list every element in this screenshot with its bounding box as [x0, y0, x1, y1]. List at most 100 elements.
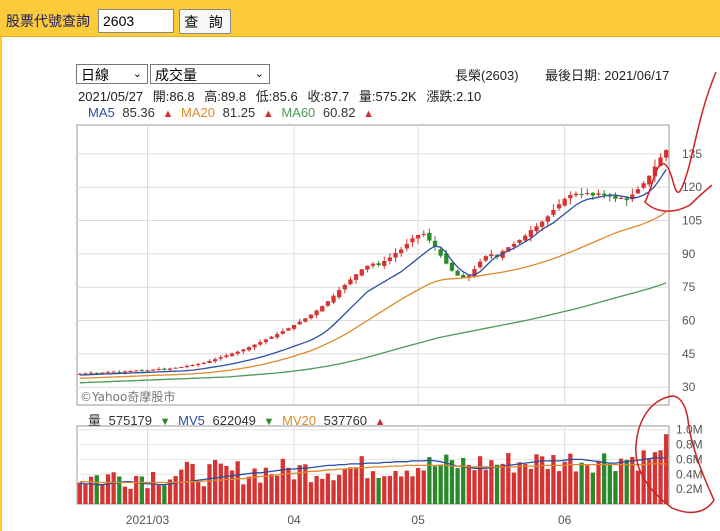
volume-bar	[111, 472, 116, 504]
volume-bar	[196, 482, 201, 504]
stock-code-input[interactable]	[98, 9, 174, 33]
candle-body	[308, 314, 314, 319]
candle-body	[258, 342, 263, 345]
candle-body	[635, 189, 641, 194]
up-triangle-icon: ▲	[363, 108, 374, 120]
volume-bar	[314, 475, 319, 504]
candle-body	[596, 193, 601, 195]
volume-bar	[269, 474, 274, 504]
candle-body	[105, 372, 111, 374]
candle-body	[432, 240, 438, 247]
volume-bar	[308, 482, 314, 504]
candle-body	[511, 243, 517, 247]
candle-body	[337, 290, 342, 298]
candle-body	[286, 328, 291, 331]
volume-bar	[229, 470, 235, 504]
indicator-select[interactable]: 成交量 ⌄	[150, 64, 270, 84]
candle-body	[652, 166, 658, 177]
candle-body	[562, 198, 567, 206]
volume-bar	[590, 472, 596, 504]
volume-bar	[331, 480, 336, 504]
period-select-value: 日線	[81, 68, 109, 84]
quote-open: 開:86.8	[152, 89, 195, 104]
candle-body	[179, 367, 184, 368]
candle-body	[235, 351, 240, 354]
volume-bar	[190, 463, 195, 504]
candle-body	[156, 369, 161, 371]
volume-bar	[399, 476, 404, 504]
mv20-value: 537760	[323, 413, 368, 428]
volume-bar	[94, 475, 99, 504]
candle-body	[444, 253, 449, 264]
volume-bar	[551, 455, 556, 504]
volume-bar	[128, 488, 133, 504]
candle-body	[641, 183, 646, 188]
candle-body	[190, 365, 195, 366]
candle-body	[88, 372, 94, 374]
volume-bar	[511, 472, 517, 504]
ma60-label: MA60	[281, 105, 316, 120]
candle-body	[523, 235, 528, 241]
ma20-line	[79, 211, 667, 379]
candle-body	[224, 355, 229, 357]
quote-date: 2021/05/27	[78, 89, 144, 104]
volume-bar	[212, 460, 218, 504]
volume-bar	[647, 459, 652, 504]
candle-body	[455, 270, 460, 276]
up-triangle-icon: ▲	[374, 416, 386, 428]
annotation-circle	[635, 395, 715, 514]
candle-body	[201, 362, 206, 364]
chevron-down-icon: ⌄	[132, 67, 142, 80]
chevron-down-icon: ⌄	[254, 67, 264, 80]
volume-bar	[359, 456, 364, 504]
volume-bar	[415, 468, 421, 504]
candle-body	[263, 339, 269, 343]
annotation-stroke	[644, 71, 717, 212]
volume-tick-label: 0.2M	[676, 482, 703, 496]
volume-bar	[286, 467, 291, 504]
volume-bar	[573, 471, 579, 504]
ma5-label: MA5	[88, 105, 115, 120]
volume-bar	[320, 478, 325, 504]
candle-body	[573, 193, 579, 196]
volume-bar	[297, 465, 302, 504]
volume-bar	[556, 471, 562, 504]
candle-body	[252, 344, 257, 348]
volume-bar	[421, 470, 426, 504]
candle-body	[275, 334, 280, 338]
candle-body	[145, 370, 150, 372]
candle-body	[353, 274, 359, 280]
volume-legend: 量 575179 ▼ MV5 622049 ▼ MV20 537760 ▲	[88, 410, 390, 429]
candle-body	[376, 263, 381, 265]
candle-body	[613, 195, 618, 199]
candle-body	[291, 325, 297, 329]
ma60-line	[79, 282, 667, 384]
last-date-value: 2021/06/17	[604, 68, 670, 83]
ma5-line	[79, 169, 667, 376]
candle-body	[162, 368, 167, 370]
volume-bar	[150, 471, 156, 504]
search-button[interactable]: 查 詢	[179, 9, 231, 34]
search-bar: 股票代號查詢 查 詢	[0, 0, 720, 37]
volume-bar	[88, 476, 94, 504]
volume-bar	[224, 465, 229, 504]
volume-bar	[461, 457, 466, 504]
price-tick-label: 120	[682, 180, 702, 194]
candle-body	[590, 192, 596, 196]
candle-body	[314, 310, 319, 316]
candle-body	[297, 321, 302, 325]
volume-bar	[618, 458, 624, 504]
candle-body	[477, 261, 483, 268]
candle-body	[111, 371, 116, 373]
candle-body	[404, 243, 409, 249]
volume-bar	[579, 462, 584, 504]
period-select[interactable]: 日線 ⌄	[76, 64, 148, 84]
volume-bar	[382, 476, 387, 504]
volume-bar	[568, 453, 573, 504]
candle-body	[415, 235, 421, 239]
candle-body	[139, 370, 144, 372]
quote-volume: 量:575.2K	[358, 89, 417, 104]
volume-bar	[263, 467, 269, 504]
candle-body	[134, 370, 139, 372]
volume-bar	[100, 484, 105, 504]
